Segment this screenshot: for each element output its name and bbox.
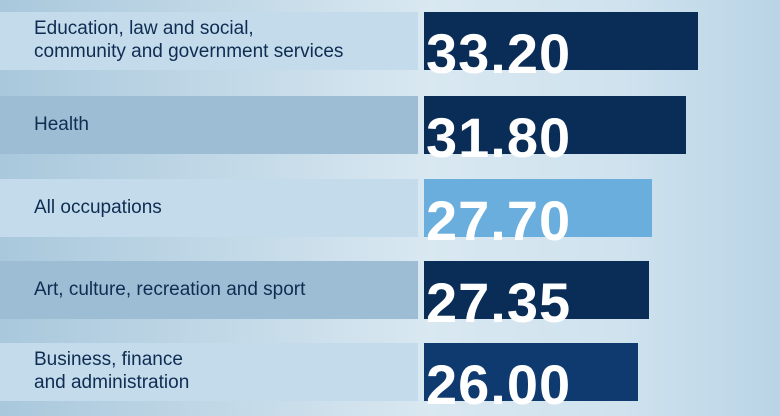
- bar-value-label: 27.70: [426, 189, 572, 252]
- bar: [424, 96, 686, 154]
- bar-chart: Education, law and social, community and …: [0, 12, 698, 401]
- category-label-line: and administration: [34, 372, 190, 393]
- category-label-text: Health: [34, 114, 89, 137]
- category-label: Business, finance and administration: [0, 343, 418, 401]
- bar-value-label: 31.80: [426, 106, 572, 169]
- bar: [424, 12, 698, 70]
- category-label-text: Business, finance and administration: [34, 349, 189, 395]
- category-label-line: Education, law and social,: [34, 18, 254, 40]
- bar-value-label: 26.00: [426, 353, 572, 416]
- category-label-text: All occupations: [34, 197, 162, 220]
- bar: [424, 261, 649, 319]
- category-label-line: Business, finance: [34, 349, 183, 371]
- category-label-line: Art, culture, recreation and sport: [34, 278, 306, 300]
- category-label: Health: [0, 96, 418, 154]
- category-label-line: Health: [34, 113, 89, 135]
- bar-value-label: 33.20: [426, 22, 572, 85]
- category-label: Education, law and social, community and …: [0, 12, 418, 70]
- category-label: All occupations: [0, 179, 418, 237]
- bar: [424, 179, 652, 237]
- category-label: Art, culture, recreation and sport: [0, 261, 418, 319]
- category-label-text: Art, culture, recreation and sport: [34, 279, 305, 302]
- bar-value-label: 27.35: [426, 271, 572, 334]
- category-label-line: All occupations: [34, 196, 162, 218]
- bar: [424, 343, 638, 401]
- category-label-text: Education, law and social, community and …: [34, 18, 343, 64]
- category-label-line: community and government services: [34, 41, 344, 62]
